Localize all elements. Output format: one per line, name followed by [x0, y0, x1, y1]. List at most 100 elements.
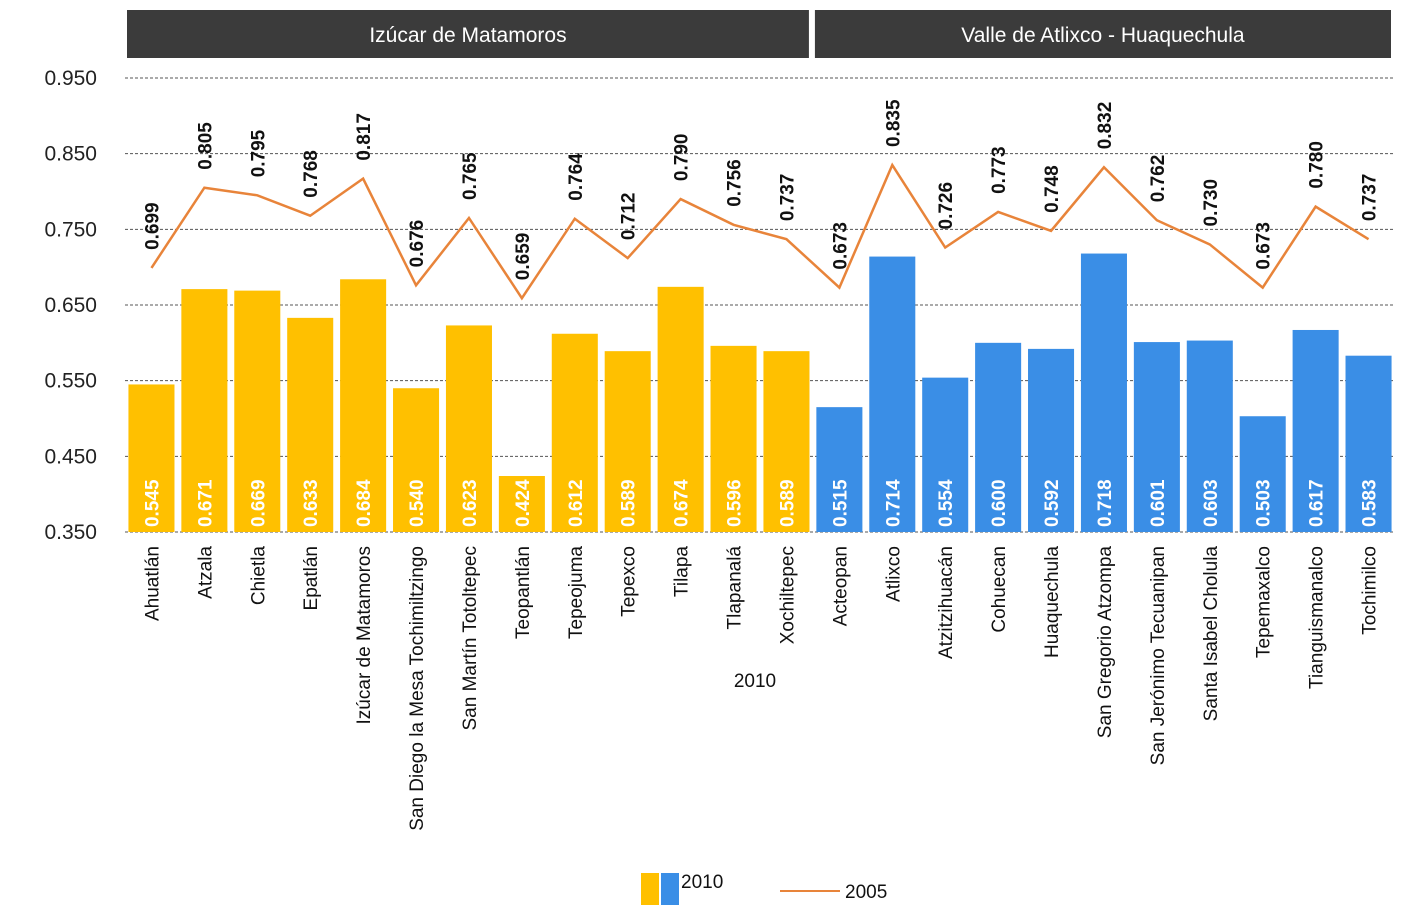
bar [975, 342, 1022, 532]
x-tick-label: Ahuatlán [142, 546, 163, 621]
legend-swatch [661, 873, 679, 905]
x-tick-label: San Jerónimo Tecuanipan [1148, 546, 1169, 765]
x-tick-label: Tilapa [672, 546, 693, 597]
legend-label: 2010 [681, 872, 723, 893]
bar [657, 286, 704, 532]
x-tick-label: Atzala [195, 546, 216, 599]
bar [1133, 342, 1180, 532]
bar [340, 279, 387, 532]
x-tick-label: Santa Isabel Cholula [1201, 546, 1222, 722]
bar-value-label: 0.612 [566, 479, 587, 527]
x-axis-label: 2010 [734, 671, 776, 692]
x-tick-label: Atlixco [883, 546, 904, 602]
line-value-label: 0.805 [195, 122, 216, 170]
x-tick-label: Acteopan [830, 546, 851, 626]
line-value-label: 0.737 [777, 174, 798, 222]
bar-value-label: 0.601 [1148, 479, 1169, 527]
line-value-label: 0.756 [725, 159, 746, 207]
bar-value-label: 0.684 [354, 479, 375, 527]
x-tick-label: Epatlán [301, 546, 322, 610]
y-tick-label: 0.550 [44, 370, 97, 393]
bar [181, 289, 228, 532]
line-value-label: 0.768 [301, 150, 322, 198]
line-value-label: 0.699 [142, 202, 163, 250]
line-value-label: 0.780 [1307, 141, 1328, 189]
bar [1028, 348, 1075, 532]
bar [763, 351, 810, 532]
line-value-label: 0.730 [1201, 179, 1222, 227]
line-value-label: 0.673 [1254, 222, 1275, 270]
group-title: Valle de Atlixco - Huaquechula [961, 24, 1245, 47]
bar [922, 377, 969, 532]
bar [1292, 329, 1339, 532]
bar-value-label: 0.617 [1307, 479, 1328, 527]
x-tick-label: San Gregorio Atzompa [1095, 546, 1116, 739]
bar-value-label: 0.540 [407, 479, 428, 527]
bar-value-label: 0.633 [301, 479, 322, 527]
x-tick-label: Huaquechula [1042, 546, 1063, 658]
bar [1186, 340, 1233, 532]
bar [445, 325, 492, 532]
bar-value-label: 0.623 [460, 479, 481, 527]
line-value-label: 0.676 [407, 220, 428, 268]
bar-value-label: 0.596 [725, 479, 746, 527]
line-value-label: 0.835 [883, 99, 904, 147]
line-value-label: 0.832 [1095, 102, 1116, 150]
bar-value-label: 0.718 [1095, 479, 1116, 527]
bar [287, 317, 334, 532]
bar [498, 476, 545, 532]
line-value-label: 0.765 [460, 152, 481, 200]
line-value-label: 0.673 [830, 222, 851, 270]
line-value-label: 0.712 [619, 193, 640, 241]
bar-value-label: 0.669 [248, 479, 269, 527]
x-tick-label: Chietla [248, 546, 269, 606]
bar-value-label: 0.603 [1201, 479, 1222, 527]
line-value-label: 0.795 [248, 129, 269, 177]
bar-value-label: 0.592 [1042, 479, 1063, 527]
x-tick-label: Tepexco [619, 546, 640, 617]
line-value-label: 0.773 [989, 146, 1010, 194]
bar-value-label: 0.515 [830, 479, 851, 527]
line-value-label: 0.748 [1042, 165, 1063, 213]
bar-value-label: 0.589 [777, 479, 798, 527]
y-tick-label: 0.650 [44, 294, 97, 317]
y-tick-label: 0.850 [44, 143, 97, 166]
bar [393, 388, 440, 532]
line-value-label: 0.726 [936, 182, 957, 230]
x-tick-label: Tianguismanalco [1307, 546, 1328, 689]
x-tick-label: Cohuecan [989, 546, 1010, 633]
x-tick-label: Tepeojuma [566, 546, 587, 639]
bar-value-label: 0.554 [936, 479, 957, 527]
x-tick-label: Atzitzihuacán [936, 546, 957, 659]
x-tick-label: Tochimilco [1360, 546, 1381, 635]
x-tick-label: San Martín Totoltepec [460, 546, 481, 730]
x-tick-label: Xochiltepec [777, 546, 798, 644]
bar [1345, 355, 1392, 532]
legend-swatch [641, 873, 659, 905]
line-value-label: 0.817 [354, 113, 375, 161]
line-value-label: 0.762 [1148, 155, 1169, 203]
bar [710, 345, 757, 532]
legend-label: 2005 [845, 882, 887, 903]
bar [234, 290, 281, 532]
bar [869, 256, 916, 532]
x-tick-label: Teopantlán [513, 546, 534, 639]
group-header [814, 10, 1391, 58]
y-tick-label: 0.350 [44, 521, 97, 544]
bar-value-label: 0.583 [1360, 479, 1381, 527]
bar-value-label: 0.674 [672, 479, 693, 527]
bar-value-label: 0.545 [142, 479, 163, 527]
y-tick-label: 0.450 [44, 445, 97, 468]
bar [1080, 253, 1127, 532]
line-value-label: 0.737 [1360, 174, 1381, 222]
bar-value-label: 0.424 [513, 479, 534, 527]
y-tick-label: 0.950 [44, 67, 97, 90]
line-value-label: 0.790 [672, 134, 693, 182]
bar-value-label: 0.503 [1254, 479, 1275, 527]
x-tick-label: Tepemaxalco [1254, 546, 1275, 658]
bar [551, 333, 598, 532]
bar [1239, 416, 1286, 532]
x-tick-label: Izúcar de Matamoros [354, 546, 375, 724]
x-tick-label: Tlapanalá [725, 546, 746, 630]
